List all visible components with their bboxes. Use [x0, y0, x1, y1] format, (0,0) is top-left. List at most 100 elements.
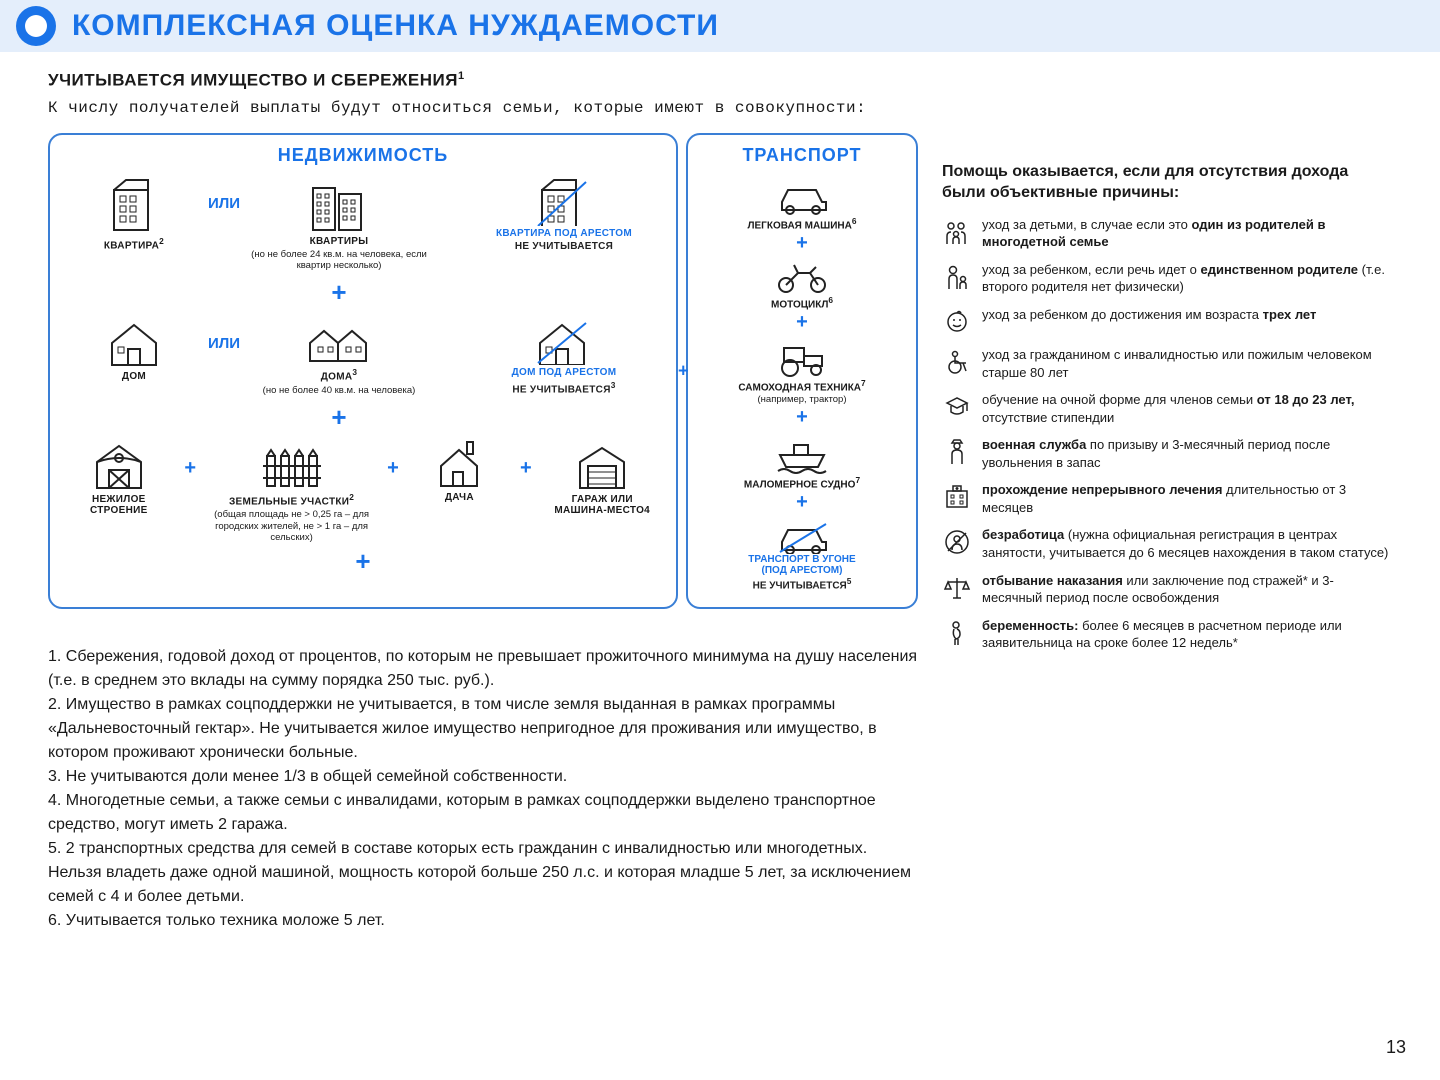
wheelchair-icon [942, 346, 972, 381]
footnote-2: 2. Имущество в рамках соцподдержки не уч… [48, 693, 918, 765]
boat-label: МАЛОМЕРНОЕ СУДНО [744, 479, 856, 490]
dom-arrest-sub: НЕ УЧИТЫВАЕТСЯ [512, 385, 610, 396]
plus-icon: + [520, 436, 532, 478]
apartments-icon [309, 174, 369, 234]
title-bullet-icon [16, 6, 56, 46]
moto-sup: 6 [828, 295, 833, 305]
title-bar: КОМПЛЕКСНАЯ ОЦЕНКА НУЖДАЕМОСТИ [0, 0, 1440, 52]
land-icon [261, 436, 323, 490]
plus-icon: + [331, 404, 346, 430]
realty-kvartira-arrest: КВАРТИРА ПОД АРЕСТОМ НЕ УЧИТЫВАЕТСЯ [496, 174, 632, 252]
reason-item: безработица (нужна официальная регистрац… [942, 526, 1394, 561]
reason-text: обучение на очной форме для членов семьи… [982, 391, 1394, 426]
realty-garage: ГАРАЖ ИЛИ МАШИНА-МЕСТО4 [547, 436, 657, 516]
reason-item: отбывание наказания или заключение под с… [942, 572, 1394, 607]
reason-text: уход за детьми, в случае если это один и… [982, 216, 1394, 251]
realty-dom: ДОМ [106, 313, 162, 382]
reason-text: отбывание наказания или заключение под с… [982, 572, 1394, 607]
kvartira-arrest-sub: НЕ УЧИТЫВАЕТСЯ [515, 241, 613, 252]
reason-item: уход за ребенком, если речь идет о единс… [942, 261, 1394, 296]
transport-tractor: САМОХОДНАЯ ТЕХНИКА7 (например, трактор) [738, 334, 865, 404]
footnote-5: 5. 2 транспортных средства для семей в с… [48, 837, 918, 909]
dacha-icon [433, 436, 485, 490]
reason-item: обучение на очной форме для членов семьи… [942, 391, 1394, 426]
footnote-6: 6. Учитывается только техника моложе 5 л… [48, 909, 918, 933]
moto-label: МОТОЦИКЛ [771, 299, 828, 310]
student-icon [942, 391, 972, 426]
dom-arrest-label: ДОМ ПОД АРЕСТОМ [512, 367, 617, 378]
tractor-note: (например, трактор) [758, 394, 847, 405]
tractor-sup: 7 [861, 378, 866, 388]
transport-box: + ТРАНСПОРТ ЛЕГКОВАЯ МАШИНА6 + МОТОЦИКЛ6… [686, 133, 918, 610]
realty-doma: ДОМА3 (но не более 40 кв.м. на человека) [263, 313, 416, 396]
apartment-icon [106, 174, 162, 234]
doma-label: ДОМА [321, 372, 353, 383]
houses-icon [308, 313, 370, 365]
transport-boat: МАЛОМЕРНОЕ СУДНО7 [744, 429, 860, 490]
stolen-sup: 5 [847, 576, 852, 586]
barn-icon [91, 436, 147, 492]
kvartiry-note: (но не более 24 кв.м. на человека, если … [244, 249, 434, 272]
family-icon [942, 216, 972, 251]
house-icon [106, 313, 162, 369]
house-seized-icon [534, 313, 594, 365]
subhead-text: УЧИТЫВАЕТСЯ ИМУЩЕСТВО И СБЕРЕЖЕНИЯ [48, 71, 458, 90]
page-number: 13 [1386, 1037, 1406, 1058]
plus-icon: + [796, 492, 808, 512]
plus-icon: + [796, 233, 808, 253]
car-seized-icon [774, 514, 830, 554]
reason-text: беременность: более 6 месяцев в расчетно… [982, 617, 1394, 652]
reasons-panel: Помощь оказывается, если для отсутствия … [934, 133, 1394, 934]
doma-sup: 3 [352, 367, 357, 377]
tractor-icon [774, 334, 830, 378]
stolen-sub: НЕ УЧИТЫВАЕТСЯ [753, 580, 847, 591]
plus-icon: + [796, 407, 808, 427]
transport-car: ЛЕГКОВАЯ МАШИНА6 [747, 174, 856, 231]
car-sup: 6 [852, 216, 857, 226]
footnote-1: 1. Сбережения, годовой доход от проценто… [48, 645, 918, 693]
plus-icon: + [331, 279, 346, 305]
dom-arrest-sup: 3 [611, 380, 616, 390]
realty-kvartira: КВАРТИРА2 [104, 174, 164, 251]
realty-nezhiloe: НЕЖИЛОЕ СТРОЕНИЕ [69, 436, 169, 516]
section-subhead: УЧИТЫВАЕТСЯ ИМУЩЕСТВО И СБЕРЕЖЕНИЯ1 [48, 70, 1400, 91]
parent-icon [942, 261, 972, 296]
realty-kvartiry: КВАРТИРЫ (но не более 24 кв.м. на челове… [244, 174, 434, 272]
hospital-icon [942, 481, 972, 516]
scales-icon [942, 572, 972, 607]
doma-note: (но не более 40 кв.м. на человека) [263, 385, 416, 396]
zemlya-sup: 2 [349, 492, 354, 502]
reason-item: уход за детьми, в случае если это один и… [942, 216, 1394, 251]
garage-icon [574, 436, 630, 492]
dacha-label: ДАЧА [445, 492, 474, 503]
tractor-label: САМОХОДНАЯ ТЕХНИКА [738, 383, 861, 394]
boat-icon [774, 429, 830, 475]
kvartira-label: КВАРТИРА [104, 240, 159, 251]
reason-item: уход за ребенком до достижения им возрас… [942, 306, 1394, 336]
apartment-seized-icon [534, 174, 594, 226]
reason-text: военная служба по призыву и 3-месячный п… [982, 436, 1394, 471]
kvartiry-label: КВАРТИРЫ [310, 236, 369, 247]
reason-item: прохождение непрерывного лечения длитель… [942, 481, 1394, 516]
reason-item: беременность: более 6 месяцев в расчетно… [942, 617, 1394, 652]
car-icon [774, 174, 830, 216]
military-icon [942, 436, 972, 471]
transport-moto: МОТОЦИКЛ6 [771, 255, 833, 310]
reason-text: уход за гражданином с инвалидностью или … [982, 346, 1394, 381]
or-label-1: ИЛИ [208, 174, 240, 234]
realty-dom-arrest: ДОМ ПОД АРЕСТОМ НЕ УЧИТЫВАЕТСЯ3 [512, 313, 617, 395]
nezhiloe-label: НЕЖИЛОЕ СТРОЕНИЕ [69, 494, 169, 516]
boat-sup: 7 [855, 475, 860, 485]
reason-item: уход за гражданином с инвалидностью или … [942, 346, 1394, 381]
realty-box: НЕДВИЖИМОСТЬ КВАРТИРА2 ИЛИ КВАРТИРЫ (но … [48, 133, 678, 610]
zemlya-label: ЗЕМЕЛЬНЫЕ УЧАСТКИ [229, 496, 349, 507]
realty-heading: НЕДВИЖИМОСТЬ [64, 145, 662, 166]
transport-heading: ТРАНСПОРТ [702, 145, 902, 166]
unemployed-icon [942, 526, 972, 561]
plus-icon: + [64, 548, 662, 574]
baby-icon [942, 306, 972, 336]
plus-icon: + [796, 312, 808, 332]
garage-label: ГАРАЖ ИЛИ МАШИНА-МЕСТО4 [547, 494, 657, 516]
dom-label: ДОМ [122, 371, 146, 382]
reason-text: уход за ребенком, если речь идет о единс… [982, 261, 1394, 296]
